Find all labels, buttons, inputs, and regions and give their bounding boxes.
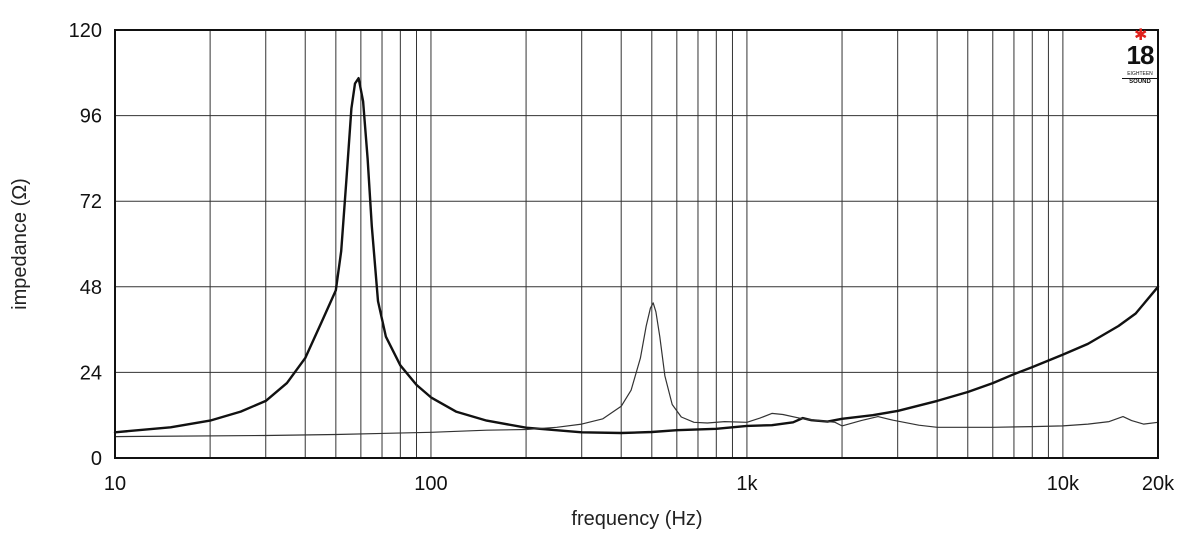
series-lines	[113, 77, 1160, 438]
y-tick-label: 96	[80, 106, 102, 128]
logo-number: 18	[1126, 40, 1155, 70]
x-tick-label: 10	[104, 473, 126, 495]
series-line-1	[113, 77, 1160, 435]
series-line-2	[114, 302, 1159, 438]
y-tick-label: 24	[80, 362, 102, 384]
y-tick-label: 0	[91, 448, 102, 470]
y-tick-label: 48	[80, 277, 102, 299]
x-tick-label: 100	[414, 473, 447, 495]
y-tick-label: 72	[80, 191, 102, 213]
logo-line2: SOUND	[1122, 78, 1158, 86]
grid-lines	[114, 29, 1159, 459]
x-tick-label: 20k	[1142, 473, 1175, 495]
logo-line1: EIGHTEEN	[1127, 71, 1153, 77]
star-icon: ✱	[1134, 27, 1148, 44]
tick-labels: 10 100 1k 10k 20k 0 24 48 72 96 120	[69, 20, 1175, 495]
x-axis-label: frequency (Hz)	[571, 508, 702, 530]
y-axis-label: impedance (Ω)	[9, 178, 31, 310]
x-tick-label: 10k	[1047, 473, 1080, 495]
plot-frame	[114, 29, 1159, 459]
brand-logo: ✱ 18 EIGHTEEN SOUND	[1120, 28, 1160, 94]
y-tick-label: 120	[69, 20, 102, 42]
x-tick-label: 1k	[736, 473, 758, 495]
